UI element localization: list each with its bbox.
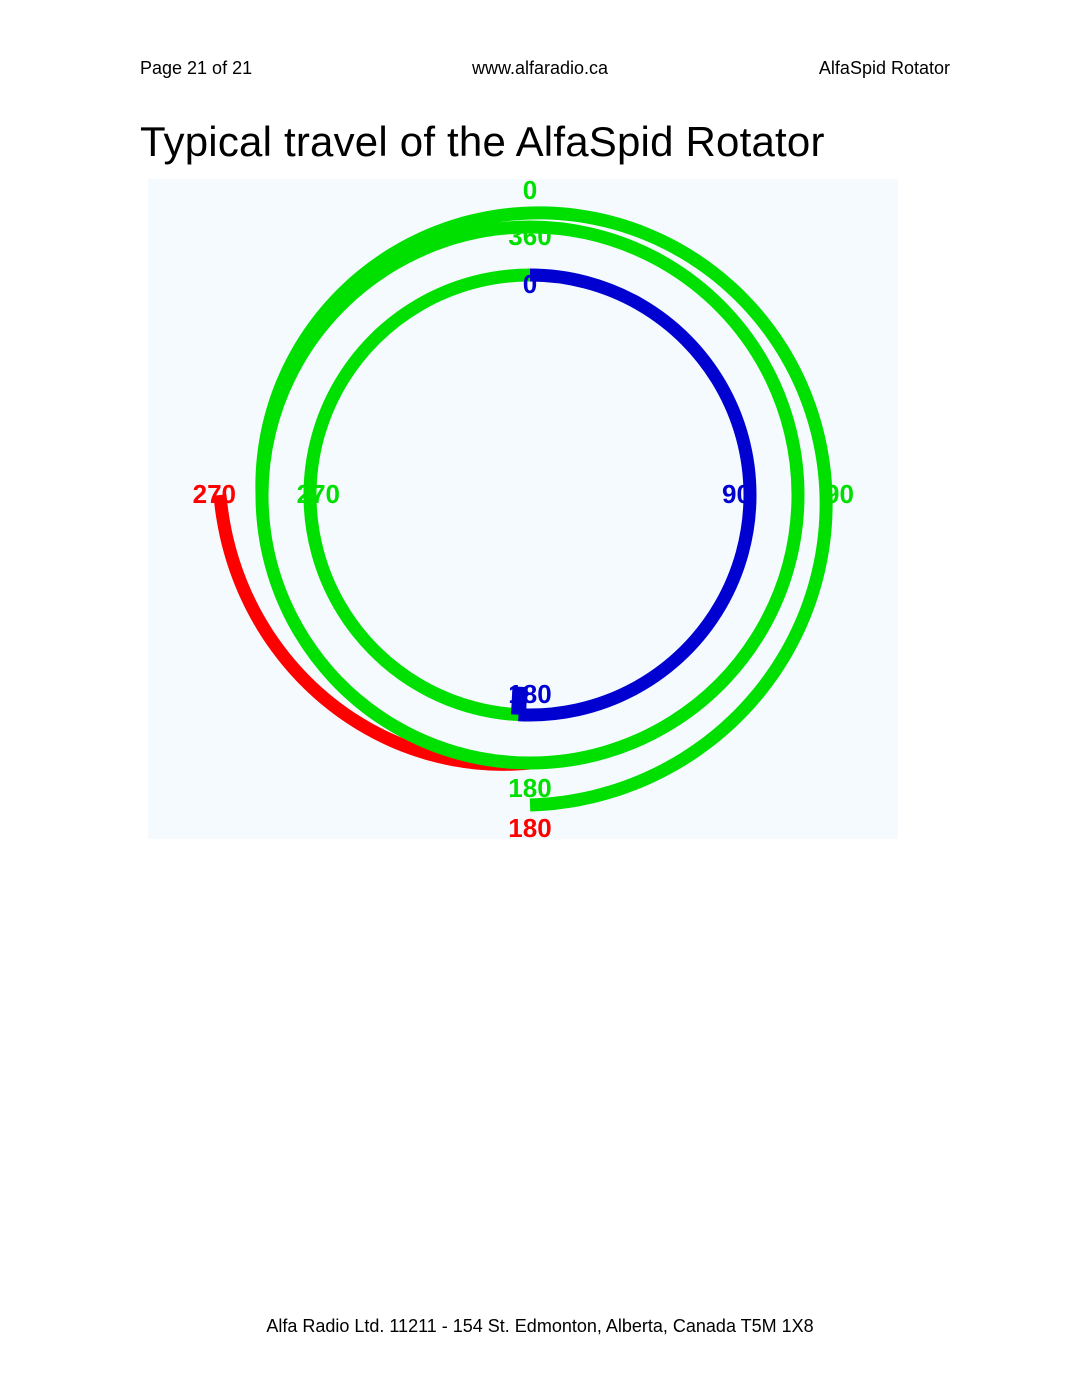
page-title: Typical travel of the AlfaSpid Rotator xyxy=(140,118,825,166)
diagram-label: 270 xyxy=(193,479,236,509)
document-page: Page 21 of 21 www.alfaradio.ca AlfaSpid … xyxy=(0,0,1080,1397)
diagram-label: 180 xyxy=(508,679,551,709)
product-name: AlfaSpid Rotator xyxy=(819,58,950,79)
rotator-diagram: 0 360 0 90 90 270 270 180 180 180 xyxy=(140,175,950,875)
diagram-label: 180 xyxy=(508,813,551,843)
diagram-label: 90 xyxy=(722,479,751,509)
diagram-label: 180 xyxy=(508,773,551,803)
diagram-label: 90 xyxy=(825,479,854,509)
page-footer: Alfa Radio Ltd. 11211 - 154 St. Edmonton… xyxy=(0,1316,1080,1337)
diagram-label: 0 xyxy=(523,175,537,205)
diagram-label: 360 xyxy=(508,221,551,251)
rotator-svg: 0 360 0 90 90 270 270 180 180 180 xyxy=(140,175,950,875)
diagram-label: 0 xyxy=(523,269,537,299)
diagram-label: 270 xyxy=(297,479,340,509)
